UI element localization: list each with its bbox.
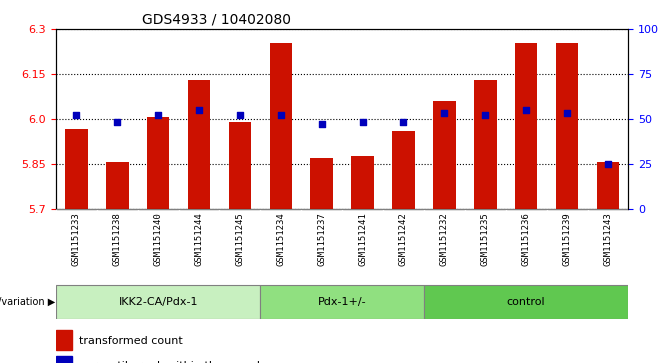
- Text: GSM1151243: GSM1151243: [603, 212, 613, 266]
- Point: [562, 111, 572, 117]
- Point: [439, 111, 449, 117]
- Bar: [188, 80, 211, 209]
- Point: [153, 113, 163, 118]
- Text: GSM1151240: GSM1151240: [154, 212, 163, 266]
- Bar: [270, 42, 292, 209]
- Bar: [351, 156, 374, 209]
- Bar: [392, 131, 415, 209]
- Text: IKK2-CA/Pdx-1: IKK2-CA/Pdx-1: [118, 297, 198, 307]
- Point: [398, 119, 409, 125]
- Bar: [65, 129, 88, 209]
- Text: GSM1151239: GSM1151239: [563, 212, 572, 266]
- Text: GDS4933 / 10402080: GDS4933 / 10402080: [142, 12, 291, 26]
- Bar: [229, 122, 251, 209]
- Bar: [597, 162, 619, 209]
- Point: [603, 161, 613, 167]
- FancyBboxPatch shape: [56, 285, 261, 319]
- Point: [112, 119, 122, 125]
- Bar: [433, 101, 455, 209]
- Bar: [556, 42, 578, 209]
- Text: genotype/variation ▶: genotype/variation ▶: [0, 297, 55, 307]
- Point: [521, 107, 532, 113]
- Text: transformed count: transformed count: [79, 336, 183, 346]
- Bar: [515, 42, 538, 209]
- Text: percentile rank within the sample: percentile rank within the sample: [79, 361, 267, 363]
- Bar: [56, 356, 72, 363]
- Point: [194, 107, 205, 113]
- Bar: [147, 117, 169, 209]
- Text: GSM1151234: GSM1151234: [276, 212, 286, 266]
- Text: GSM1151241: GSM1151241: [358, 212, 367, 266]
- Text: GSM1151232: GSM1151232: [440, 212, 449, 266]
- Text: GSM1151238: GSM1151238: [113, 212, 122, 266]
- FancyBboxPatch shape: [261, 285, 424, 319]
- Text: GSM1151237: GSM1151237: [317, 212, 326, 266]
- Text: GSM1151235: GSM1151235: [481, 212, 490, 266]
- Text: GSM1151242: GSM1151242: [399, 212, 408, 266]
- Point: [276, 113, 286, 118]
- Bar: [106, 162, 128, 209]
- Point: [71, 113, 82, 118]
- Point: [480, 113, 490, 118]
- Point: [235, 113, 245, 118]
- Point: [357, 119, 368, 125]
- Bar: [474, 80, 497, 209]
- Text: GSM1151244: GSM1151244: [195, 212, 203, 266]
- Bar: [56, 330, 72, 350]
- FancyBboxPatch shape: [424, 285, 628, 319]
- Point: [316, 121, 327, 127]
- Text: control: control: [507, 297, 545, 307]
- Bar: [311, 158, 333, 209]
- Text: GSM1151233: GSM1151233: [72, 212, 81, 266]
- Text: Pdx-1+/-: Pdx-1+/-: [318, 297, 367, 307]
- Text: GSM1151236: GSM1151236: [522, 212, 530, 266]
- Text: GSM1151245: GSM1151245: [236, 212, 244, 266]
